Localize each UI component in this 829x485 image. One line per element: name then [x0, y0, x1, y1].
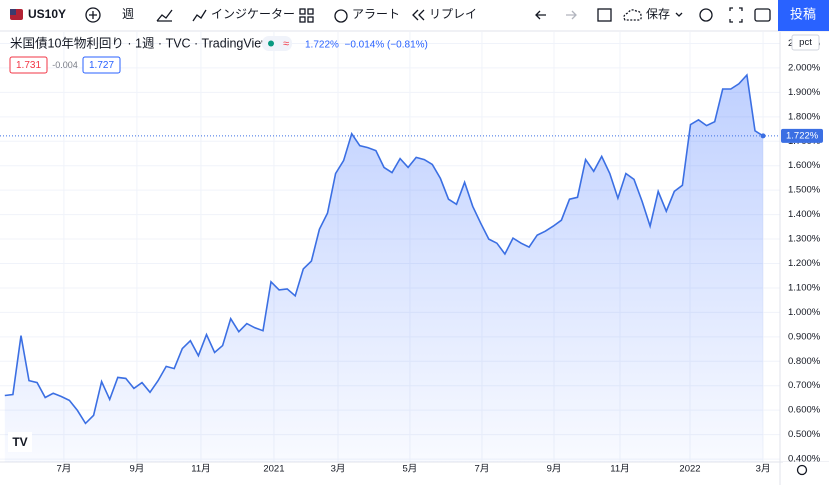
chart-type-button[interactable]: [156, 9, 173, 22]
x-tick-label: 11月: [610, 464, 629, 475]
x-tick-label: 7月: [56, 464, 71, 475]
settings-button[interactable]: [699, 8, 713, 22]
undo-button[interactable]: [535, 10, 546, 20]
y-tick-label: 1.100%: [788, 282, 821, 293]
y-tick-label: 1.800%: [788, 111, 821, 122]
logo-bg: [8, 432, 32, 452]
y-tick-label: 0.900%: [788, 331, 821, 342]
alert-icon: [334, 9, 348, 23]
line: [4, 73, 764, 425]
ask: 1.727: [89, 60, 114, 71]
axis-settings-button[interactable]: [796, 464, 808, 476]
scale-button-box: [791, 34, 820, 51]
x-tick-label: 11月: [191, 464, 210, 475]
legend-change: 1.722% −0.014% (−0.81%): [305, 40, 428, 51]
interval-button[interactable]: 週: [122, 7, 134, 21]
legend: 米国債10年物利回り · 1週 · TVC · TradingView ≈ 1.…: [9, 35, 428, 74]
replay-button[interactable]: リプレイ: [429, 7, 477, 21]
x-tick-label: 7月: [475, 464, 490, 475]
status-dot: [268, 40, 274, 47]
x-tick-label: 2021: [263, 464, 284, 475]
bid-box: [9, 56, 48, 74]
flag-canton: [10, 9, 16, 15]
y-tick-label: 0.800%: [788, 356, 821, 367]
snapshot-button[interactable]: [754, 8, 771, 22]
scale-button[interactable]: pct: [799, 37, 812, 48]
price-label: 1.722%: [786, 130, 819, 141]
bid: 1.731: [16, 60, 41, 71]
indicators-button[interactable]: インジケーター: [211, 7, 295, 21]
status-badge: [262, 36, 292, 51]
save-dropdown[interactable]: [675, 12, 683, 17]
cloud-icon: [623, 9, 642, 21]
x-tick-label: 3月: [331, 464, 346, 475]
y-tick-label: 1.200%: [788, 258, 821, 269]
area-fill: [4, 75, 764, 462]
y-tick-label: 2.000%: [788, 62, 821, 73]
layout-button[interactable]: [597, 8, 612, 22]
y-tick-label: 1.500%: [788, 185, 821, 196]
symbol[interactable]: US10Y: [28, 7, 66, 21]
y-tick-label: 0.700%: [788, 380, 821, 391]
axis-corner: [783, 462, 829, 485]
y-tick-label: 0.400%: [788, 454, 821, 465]
templates-button[interactable]: [299, 8, 314, 23]
plot: 0.400% 0.500% 0.600% 0.700% 0.800% 0.900% 1.00…: [0, 32, 829, 485]
y-tick-label: 1.600%: [788, 160, 821, 171]
legend-title: 米国債10年物利回り · 1週 · TVC · TradingView: [10, 35, 271, 50]
publish-button[interactable]: [778, 0, 829, 31]
y-tick-label: 1.400%: [788, 209, 821, 220]
last-point: [760, 133, 766, 139]
spread: -0.004: [52, 60, 78, 70]
publish-label: 投稿: [790, 6, 816, 21]
y-tick-label: 1.000%: [788, 307, 821, 318]
x-tick-label: 2022: [679, 464, 700, 475]
y-tick-label: 0.600%: [788, 405, 821, 416]
y-tick-label: 1.900%: [788, 87, 821, 98]
x-tick-label: 9月: [129, 464, 144, 475]
add-symbol-button[interactable]: [85, 7, 101, 23]
y-tick-label: 0.500%: [788, 429, 821, 440]
x-tick-label: 3月: [756, 464, 771, 475]
x-tick-label: 5月: [403, 464, 418, 475]
indicator-icon: [192, 9, 207, 22]
fullscreen-button[interactable]: [729, 7, 743, 23]
alert-button[interactable]: アラート: [352, 7, 400, 21]
plus-icon: [89, 11, 97, 19]
x-tick-label: 9月: [547, 464, 562, 475]
price-label-box: [781, 128, 823, 143]
ask-box: [82, 56, 121, 74]
save-button[interactable]: 保存: [646, 7, 670, 21]
status-badge-label: ≈: [283, 38, 289, 50]
replay-icon: [412, 9, 425, 21]
redo-button[interactable]: [566, 10, 577, 20]
toolbar: US10Y 週 インジケーター アラート リプレイ 保存 投稿: [0, 0, 829, 32]
y-tick-label: 1.300%: [788, 234, 821, 245]
logo: TV: [12, 435, 27, 449]
